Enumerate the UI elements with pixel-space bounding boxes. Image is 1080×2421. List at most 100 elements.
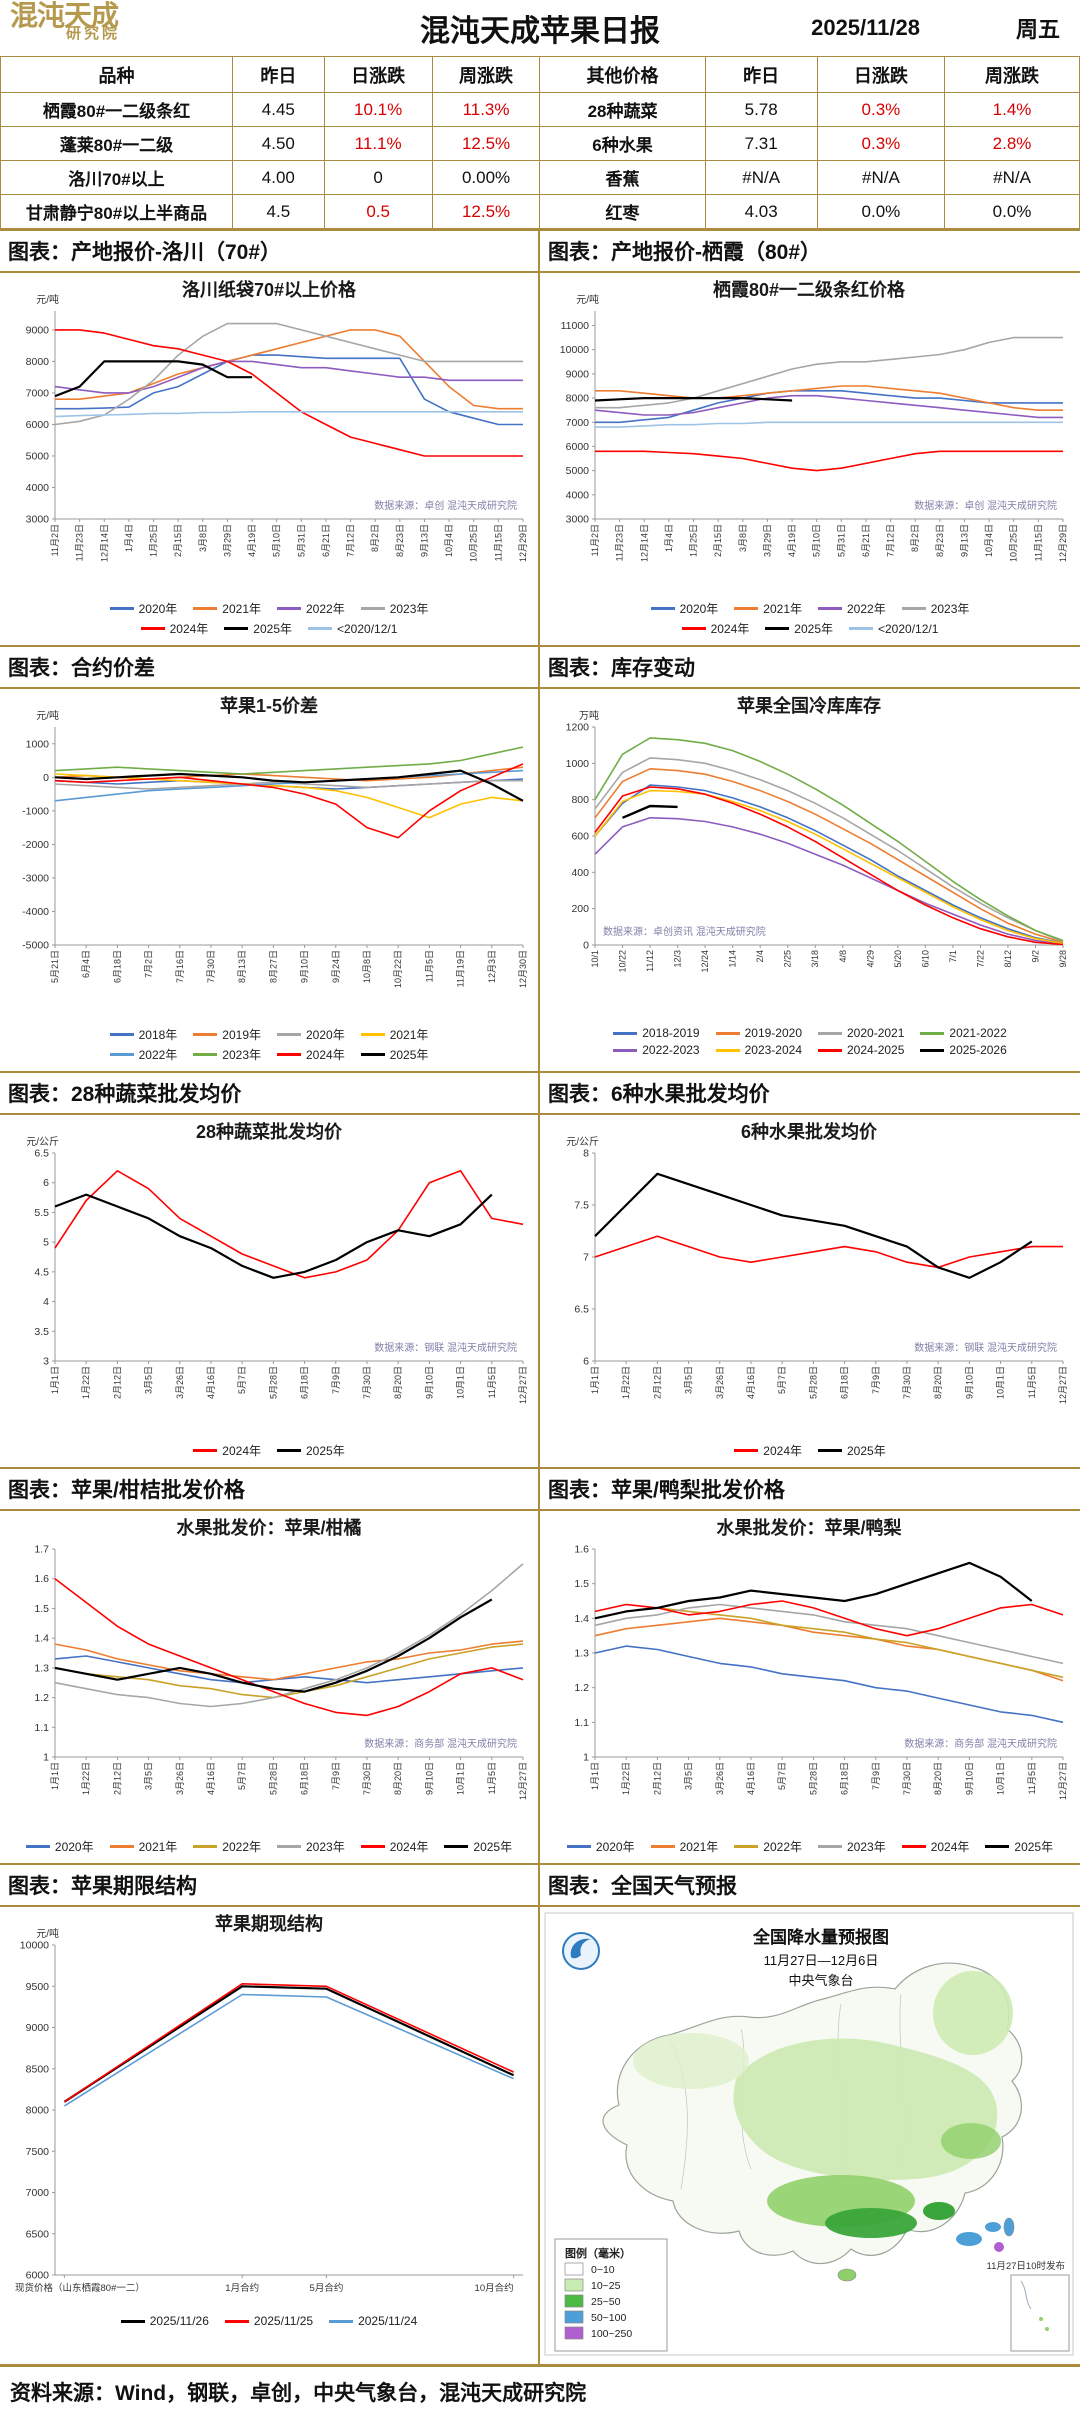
legend-item: 2020年 [109,600,177,617]
legend-item: 2020年 [277,1026,345,1043]
svg-text:8月23日: 8月23日 [395,524,405,557]
svg-text:元/吨: 元/吨 [36,1927,59,1940]
svg-text:3月5日: 3月5日 [684,1762,694,1790]
svg-text:-5000: -5000 [22,940,49,952]
report-header: 混沌天成 研究院 混沌天成苹果日报 2025/11/28 周五 [0,0,1080,56]
svg-text:9月10日: 9月10日 [964,1366,974,1399]
svg-text:水果批发价：苹果/柑橘: 水果批发价：苹果/柑橘 [177,1517,362,1538]
svg-text:4/29: 4/29 [865,950,875,968]
chart-grid: 图表：产地报价-洛川（70#） 洛川纸袋70#以上价格 元/吨 3000 4000 500… [0,229,1080,2364]
svg-text:25~50: 25~50 [591,2296,621,2308]
svg-text:1月1日: 1月1日 [50,1366,60,1394]
svg-text:7000: 7000 [26,2187,50,2199]
legend-item: 2025/11/25 [224,2314,313,2328]
svg-text:200: 200 [571,903,589,915]
svg-text:栖霞80#一二级条红价格: 栖霞80#一二级条红价格 [713,279,906,300]
legend-swatch-icon [308,627,332,630]
value-cell: 4.5 [232,194,325,229]
svg-text:1月4日: 1月4日 [664,524,674,552]
svg-text:数据来源：商务部 混沌天成研究院: 数据来源：商务部 混沌天成研究院 [364,1737,517,1750]
svg-text:400: 400 [571,867,589,879]
svg-text:8: 8 [583,1148,589,1160]
svg-text:1: 1 [43,1752,49,1764]
chart-row: 图表：合约价差 苹果1-5价差 元/吨 -5000 -4000 -3000 -2000 -10… [0,645,1080,1071]
svg-text:1.2: 1.2 [34,1692,49,1704]
svg-text:1/14: 1/14 [728,950,738,968]
south-china-sea-inset [1010,2274,1070,2352]
svg-text:3000: 3000 [26,514,50,526]
legend-item: 2021年 [193,600,261,617]
legend-swatch-icon [360,1033,385,1036]
svg-text:6月21日: 6月21日 [861,524,871,557]
svg-text:中央气象台: 中央气象台 [788,1973,853,1988]
legend-item: 2022年 [734,1838,802,1855]
legend-swatch-icon [25,1845,50,1848]
apple-1-5-spread-chart-wrap: 苹果1-5价差 元/吨 -5000 -4000 -3000 -2000 -1000 0 1000… [0,689,538,1026]
price-table-header-row: 品种 昨日 日涨跌 周涨跌 其他价格 昨日 日涨跌 周涨跌 [0,56,1080,93]
svg-text:6.5: 6.5 [574,1304,589,1316]
svg-text:3月8日: 3月8日 [198,524,208,552]
legend-item: 2022年 [109,1046,177,1063]
legend-swatch-icon [715,1031,740,1035]
svg-text:7月30日: 7月30日 [902,1366,912,1399]
svg-text:1月25日: 1月25日 [149,524,159,557]
brand-logo-line2: 研究院 [66,26,121,42]
svg-text:1月合约: 1月合约 [225,2282,259,2294]
svg-text:9/2: 9/2 [1030,950,1040,963]
svg-text:6000: 6000 [26,2270,50,2282]
legend-swatch-icon [849,627,873,630]
value-cell: 4.45 [232,92,325,127]
chart-legend: 2020年 2021年 2022年 2023年 2024年 2025年 [540,1838,1080,1855]
svg-text:8月20日: 8月20日 [933,1366,943,1399]
value-cell: 4.50 [232,126,325,161]
svg-text:8000: 8000 [566,393,590,405]
svg-text:1月1日: 1月1日 [50,1762,60,1790]
chart-cell: 图表：28种蔬菜批发均价 28种蔬菜批发均价 元/公斤 3 3.5 4 4.5 5 5.5 6 6.… [0,1071,540,1467]
svg-text:0: 0 [43,772,49,784]
qixia-price-chart-wrap: 栖霞80#一二级条红价格 元/吨 3000 4000 5000 6000 7000 8000 9… [540,273,1080,600]
svg-text:7000: 7000 [26,387,50,399]
svg-text:11/12: 11/12 [645,950,655,972]
svg-text:5.5: 5.5 [34,1207,49,1219]
svg-text:10月1日: 10月1日 [456,1366,466,1399]
svg-text:数据来源：商务部 混沌天成研究院: 数据来源：商务部 混沌天成研究院 [904,1737,1057,1750]
svg-text:7月9日: 7月9日 [331,1366,341,1394]
svg-text:6月18日: 6月18日 [300,1762,310,1795]
svg-text:12/3: 12/3 [673,950,683,968]
chart-legend: 2025/11/26 2025/11/25 2025/11/24 [0,2314,538,2328]
svg-text:9月24日: 9月24日 [331,950,341,983]
svg-text:1月22日: 1月22日 [621,1762,631,1795]
legend-swatch-icon [193,1449,218,1452]
svg-text:11月5日: 11月5日 [1027,1762,1037,1794]
svg-text:9500: 9500 [26,1981,50,1993]
svg-text:2月15日: 2月15日 [173,524,183,557]
value-cell: 5.78 [704,92,818,127]
svg-text:4: 4 [43,1296,49,1308]
legend-swatch-icon [818,607,842,610]
svg-text:7月9日: 7月9日 [331,1762,341,1790]
svg-text:9月13日: 9月13日 [959,524,969,557]
chart-legend: 2020年 2021年 2022年 2023年 2024年 2025年 [0,1838,538,1855]
brand-logo-line1: 混沌天成 [10,1,119,32]
svg-text:5月31日: 5月31日 [836,524,846,557]
svg-text:1月25日: 1月25日 [689,524,699,557]
svg-text:数据来源：钢联 混沌天成研究院: 数据来源：钢联 混沌天成研究院 [914,1341,1057,1354]
svg-text:11月23日: 11月23日 [615,524,625,561]
svg-text:6000: 6000 [26,419,50,431]
svg-text:7月30日: 7月30日 [362,1366,372,1399]
svg-text:2月12日: 2月12日 [652,1762,662,1795]
svg-text:5月7日: 5月7日 [777,1762,787,1790]
chart-cell: 图表：库存变动 苹果全国冷库库存 万吨 0 200 400 600 800 1000 1200 10… [540,645,1080,1071]
svg-text:苹果1-5价差: 苹果1-5价差 [220,695,318,716]
svg-text:现货价格（山东栖霞80#一二）: 现货价格（山东栖霞80#一二） [15,2282,145,2294]
svg-text:7500: 7500 [26,2146,50,2158]
svg-text:4月16日: 4月16日 [206,1366,216,1399]
legend-swatch-icon [566,1845,591,1848]
svg-text:2月15日: 2月15日 [713,524,723,557]
svg-text:3月29日: 3月29日 [762,524,772,557]
legend-item: 2021-2022 [920,1026,1007,1040]
svg-text:1.4: 1.4 [34,1633,49,1645]
legend-swatch-icon [329,2319,354,2323]
